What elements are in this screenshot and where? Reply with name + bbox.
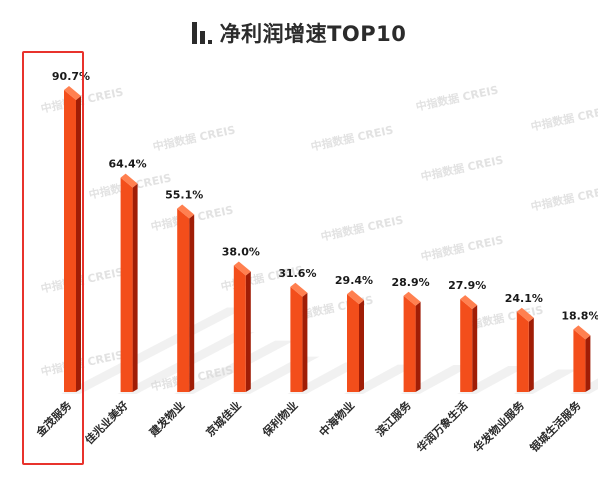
data-label: 31.6%	[278, 267, 316, 280]
chart-title: 净利润增速TOP10	[219, 22, 407, 46]
bar	[516, 311, 529, 392]
category-label: 京城佳业	[203, 398, 244, 439]
bar-side	[302, 292, 308, 392]
category-label: 华发物业服务	[470, 398, 527, 455]
data-label: 18.8%	[561, 309, 598, 322]
bar-side	[528, 317, 534, 392]
bar-top	[233, 261, 251, 276]
bar-top	[403, 291, 421, 306]
category-label: 华润万象生活	[414, 398, 471, 455]
category-label: 建发物业	[146, 398, 187, 439]
bar-side	[76, 96, 81, 392]
bar	[403, 295, 416, 392]
category-label: 保利物业	[259, 398, 301, 440]
bar-top	[120, 173, 138, 188]
bar	[64, 90, 76, 392]
data-label: 27.9%	[448, 279, 486, 292]
bar-top	[177, 204, 195, 219]
data-label: 29.4%	[335, 274, 373, 287]
bar-chart-icon	[191, 22, 212, 44]
bar	[177, 208, 190, 392]
bar-side	[415, 301, 421, 392]
bar	[120, 177, 133, 392]
data-label: 28.9%	[392, 276, 430, 289]
bar-side	[359, 300, 364, 392]
bar-top	[573, 325, 591, 340]
bar	[573, 329, 586, 392]
bar-top	[516, 307, 534, 322]
bar-top	[290, 282, 308, 297]
bar-side	[472, 305, 478, 392]
bar-side	[585, 335, 591, 392]
bar-top	[460, 295, 478, 310]
data-label: 55.1%	[165, 189, 203, 202]
bar	[460, 299, 473, 392]
bar-top	[64, 86, 81, 100]
data-label: 90.7%	[52, 70, 90, 83]
category-label: 滨江服务	[373, 398, 415, 440]
bar	[233, 265, 246, 392]
bar-top	[347, 290, 364, 305]
bar-side	[245, 271, 251, 392]
data-label: 64.4%	[109, 158, 147, 171]
bar	[347, 294, 359, 392]
highlight-box	[22, 51, 84, 465]
chart-title-row: 净利润增速TOP10	[0, 16, 598, 50]
bar-shadow	[61, 307, 247, 394]
bar-side	[132, 183, 138, 392]
category-label: 佳兆业美好	[82, 398, 131, 447]
category-label: 银城生活服务	[527, 398, 584, 455]
bar-side	[189, 214, 195, 392]
data-label: 38.0%	[222, 245, 260, 258]
data-label: 24.1%	[505, 292, 543, 305]
category-label: 中海物业	[316, 398, 357, 439]
bar	[290, 286, 303, 392]
